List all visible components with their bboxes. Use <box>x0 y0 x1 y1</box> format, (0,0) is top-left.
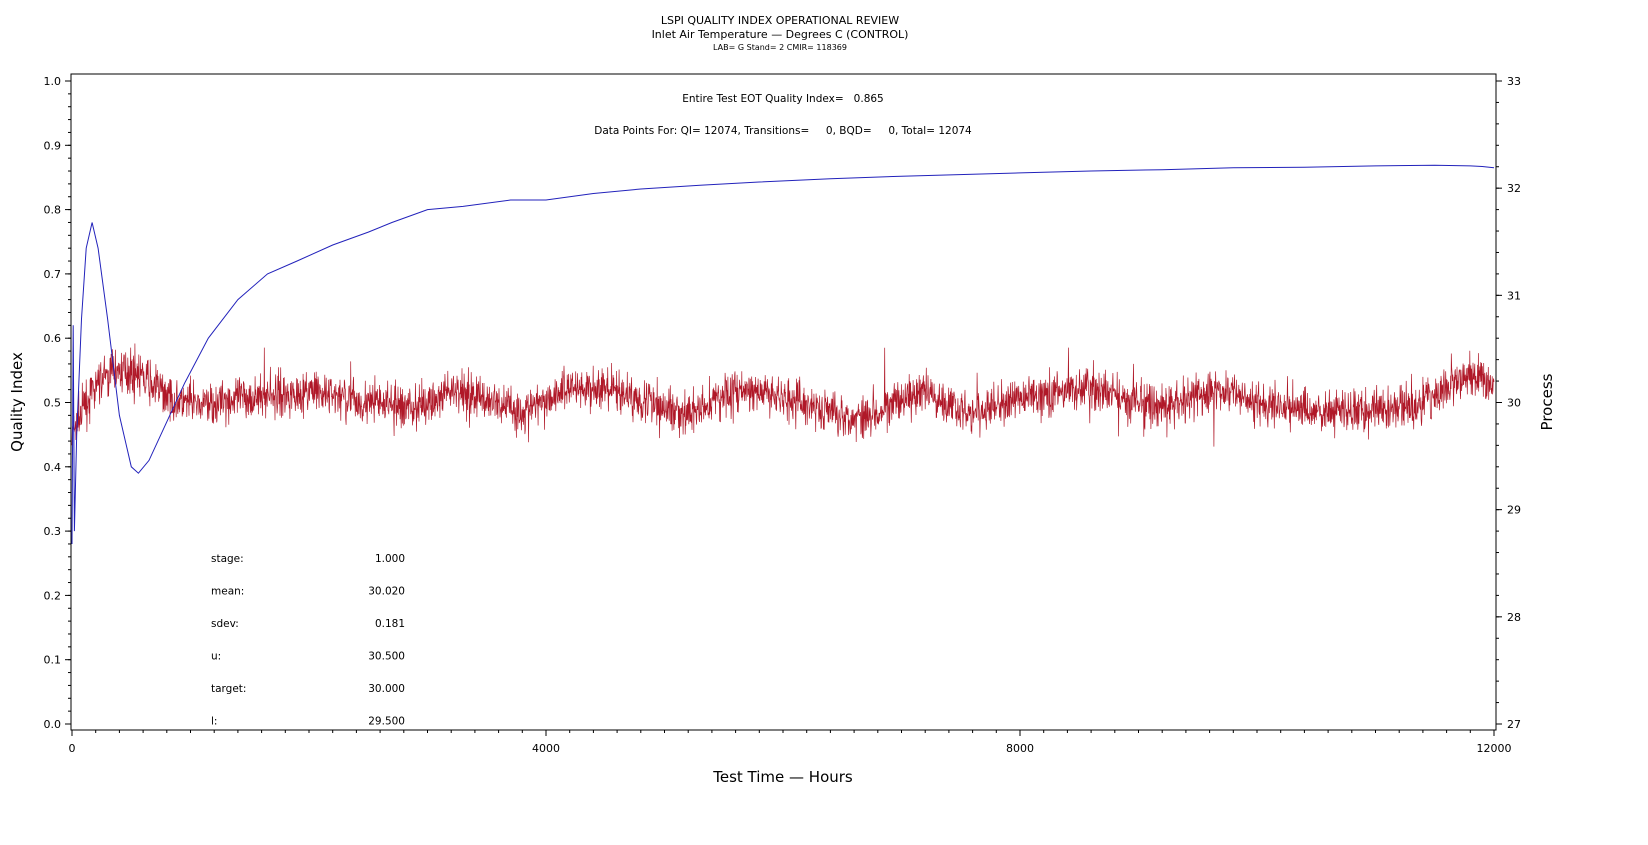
stat-label: mean: <box>211 586 244 598</box>
y2-tick-label: 32 <box>1507 182 1521 195</box>
y-tick-label: 0.4 <box>44 461 62 474</box>
eot-annotation: Entire Test EOT Quality Index= 0.865 <box>682 93 884 105</box>
y-tick-label: 0.1 <box>44 654 62 667</box>
y2-tick-label: 29 <box>1507 504 1521 517</box>
stat-label: u: <box>211 651 221 663</box>
x-tick-label: 12000 <box>1477 742 1512 755</box>
y2-tick-label: 28 <box>1507 611 1521 624</box>
quality-index-series-line <box>71 164 1495 545</box>
y2-tick-label: 33 <box>1507 75 1521 88</box>
y-tick-label: 1.0 <box>44 75 62 88</box>
process-series-line <box>71 343 1495 447</box>
y-tick-label: 0.7 <box>44 268 62 281</box>
x-tick-label: 4000 <box>532 742 560 755</box>
stat-label: target: <box>211 683 246 695</box>
y2-tick-label: 30 <box>1507 397 1521 410</box>
x-tick-label: 8000 <box>1006 742 1034 755</box>
stat-value: 29.500 <box>368 716 405 728</box>
stat-label: l: <box>211 716 217 728</box>
stat-value: 0.181 <box>375 618 405 630</box>
y-tick-label: 0.6 <box>44 332 62 345</box>
stat-label: sdev: <box>211 618 239 630</box>
y-tick-label: 0.9 <box>44 139 62 152</box>
chart-subtitle: Inlet Air Temperature — Degrees C (CONTR… <box>652 28 909 41</box>
y2-tick-label: 31 <box>1507 289 1521 302</box>
y-axis-label: Quality Index <box>8 352 26 452</box>
y-tick-label: 0.2 <box>44 589 62 602</box>
y2-axis-label: Process <box>1538 373 1556 430</box>
stat-value: 30.020 <box>368 586 405 598</box>
stat-value: 1.000 <box>375 553 405 565</box>
stat-value: 30.000 <box>368 683 405 695</box>
y-tick-label: 0.0 <box>44 718 62 731</box>
stat-value: 30.500 <box>368 651 405 663</box>
chart-lab-info: LAB= G Stand= 2 CMIR= 118369 <box>713 43 847 52</box>
datapoints-annotation: Data Points For: QI= 12074, Transitions=… <box>594 125 972 137</box>
y2-tick-label: 27 <box>1507 718 1521 731</box>
x-axis-label: Test Time — Hours <box>712 768 853 786</box>
y-tick-label: 0.5 <box>44 397 62 410</box>
x-tick-label: 0 <box>69 742 76 755</box>
y-tick-label: 0.3 <box>44 525 62 538</box>
stat-label: stage: <box>211 553 244 565</box>
y-tick-label: 0.8 <box>44 204 62 217</box>
chart-title: LSPI QUALITY INDEX OPERATIONAL REVIEW <box>661 14 899 27</box>
